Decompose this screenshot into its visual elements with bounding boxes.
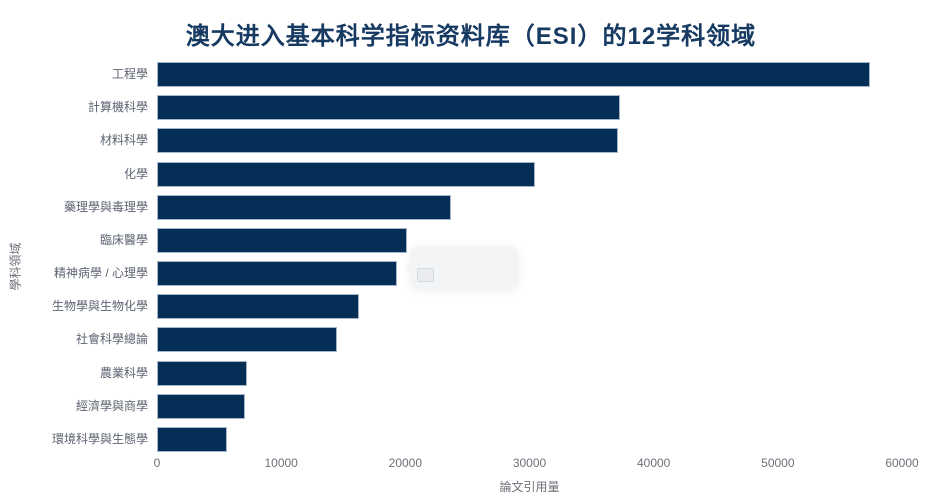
bar-11[interactable] [157,393,246,419]
bar-row: 農業科學 [100,360,902,386]
bar-9[interactable] [157,327,337,353]
x-tick-label: 10000 [264,456,298,470]
x-tick-label: 60000 [885,456,919,470]
bar-3[interactable] [157,128,619,154]
category-label: 材料科學 [99,133,148,148]
category-label: 經濟學與商學 [75,398,148,413]
bar-row: 生物學與生物化學 [52,294,902,320]
bar-10[interactable] [157,360,248,386]
bar-2[interactable] [157,95,621,121]
plot-area: 工程學計算機科學材料科學化學藥理學與毒理學臨床醫學精神病學 / 心理學 生物學與生… [52,62,902,452]
bar-row: 化學 [124,161,902,187]
bar-row: 環境科學與生態學 [52,426,902,452]
category-label: 化學 [123,166,148,181]
bar-1[interactable] [157,62,870,87]
bar-5[interactable] [157,194,451,220]
bar-row: 精神病學 / 心理學 [54,261,902,287]
x-tick-label: 20000 [388,456,423,470]
bar-12[interactable] [157,426,227,452]
tooltip-marker-swatch-icon [417,268,434,282]
bar-6[interactable] [157,227,408,253]
bar-row: 藥理學與毒理學 [64,194,902,220]
category-label: 農業科學 [99,365,148,380]
y-axis-title: 學科領域 [8,242,23,291]
bar-4[interactable] [157,161,535,187]
bar-8[interactable] [157,294,359,320]
bar-7[interactable] [157,261,397,287]
category-label: 社會科學總論 [75,332,148,347]
x-tick-label: 0 [153,456,161,470]
bar-row: 臨床醫學 [100,227,902,253]
chart-title: 澳大进入基本科学指标资料库（ESI）的12学科领域 [185,23,757,50]
bar-row: 社會科學總論 [76,327,902,353]
category-label: 藥理學與毒理學 [63,199,148,214]
category-label: 生物學與生物化學 [51,299,148,314]
x-axis: 0 10000 20000 30000 40000 50000 60000 [153,456,919,472]
bar-row: 材料科學 [100,128,902,154]
category-label: 精神病學 / 心理學 [53,266,148,281]
bar-row: 工程學 [112,62,902,87]
x-axis-title: 論文引用量 [499,480,560,494]
bar-row: 計算機科學 [88,95,902,121]
tooltip [405,246,518,288]
category-label: 臨床醫學 [99,232,148,247]
x-tick-label: 50000 [761,456,795,470]
category-label: 環境科學與生態學 [51,431,148,446]
x-tick-label: 30000 [512,456,547,470]
bar-row: 經濟學與商學 [76,393,902,419]
tooltip-arrow-icon [405,260,412,274]
x-tick-label: 40000 [636,456,671,470]
category-label: 計算機科學 [87,100,148,115]
category-label: 工程學 [111,67,148,81]
